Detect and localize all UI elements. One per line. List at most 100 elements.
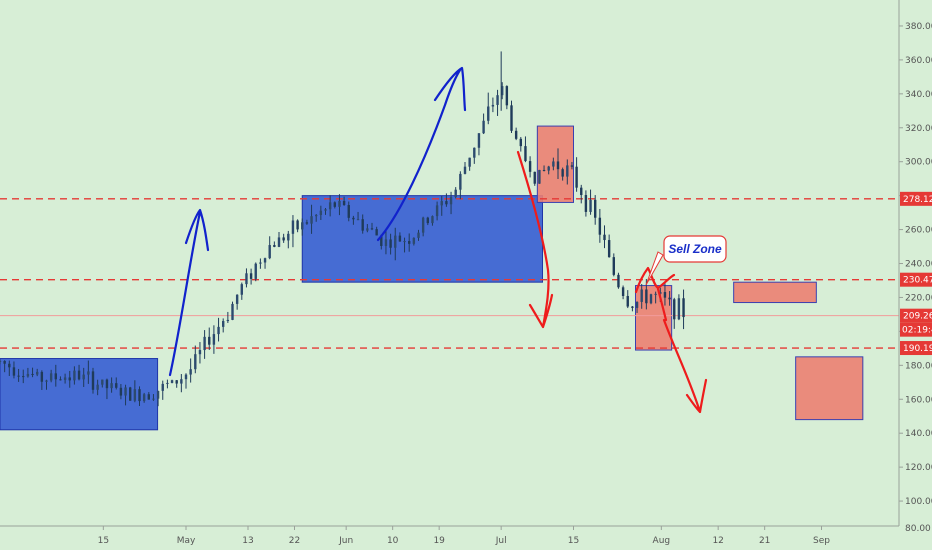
candle-body xyxy=(496,95,499,105)
y-tick-label-partial: 80.00 xyxy=(905,524,931,534)
candle-body xyxy=(607,240,611,258)
candle-body xyxy=(538,169,541,184)
candle-body xyxy=(203,336,206,351)
candle-body xyxy=(552,161,555,167)
candle-body xyxy=(105,379,109,389)
candle-body xyxy=(366,228,369,231)
x-tick-label: 10 xyxy=(387,536,399,546)
candle-body xyxy=(398,235,402,242)
candle-body xyxy=(245,273,248,285)
candle-body xyxy=(580,187,583,196)
candle-body xyxy=(189,369,192,375)
candle-body xyxy=(449,197,453,205)
candle-body xyxy=(231,303,234,320)
callout-box xyxy=(663,235,727,263)
y-tick-label: 340.00 xyxy=(905,90,932,100)
candle-body xyxy=(328,202,332,210)
blue-arrow-2 xyxy=(376,66,467,242)
candle-body xyxy=(40,371,44,382)
candle-body xyxy=(282,237,285,241)
candle-body xyxy=(528,161,532,172)
red-arrow-2b xyxy=(656,287,668,322)
candle-body xyxy=(198,350,202,355)
candle-body xyxy=(603,234,606,241)
sell-zone-callout[interactable]: Sell Zone xyxy=(645,235,727,286)
current-price-label-countdown-text: 02:19:42 xyxy=(902,326,932,336)
candle-body xyxy=(22,376,25,378)
y-tick-label: 120.00 xyxy=(905,463,932,473)
x-tick-label: 19 xyxy=(433,536,445,546)
current-price-label-text: 209.26 xyxy=(903,312,932,322)
blue-arrow-1 xyxy=(168,208,210,377)
candle-body xyxy=(505,86,509,106)
candle-body xyxy=(235,294,239,304)
candle-body xyxy=(514,130,518,139)
candle-body xyxy=(263,258,267,263)
candle-body xyxy=(161,383,164,391)
candles-layer xyxy=(0,51,685,407)
red-arrow-1 xyxy=(516,150,554,329)
candle-body xyxy=(175,380,178,384)
candle-body xyxy=(491,104,495,107)
candle-body xyxy=(380,235,383,246)
candle-body xyxy=(310,216,313,224)
candle-body xyxy=(510,105,513,131)
candle-body xyxy=(305,222,309,224)
candle-body xyxy=(217,326,220,335)
y-tick-label: 320.00 xyxy=(905,124,932,134)
y-tick-label: 240.00 xyxy=(905,260,932,270)
callout-text: Sell Zone xyxy=(668,242,722,256)
candle-body xyxy=(412,237,416,244)
candle-body xyxy=(180,379,183,384)
red-zone-4 xyxy=(733,281,817,304)
candle-body xyxy=(677,298,681,320)
candle-body xyxy=(659,292,662,294)
candle-body xyxy=(49,373,53,381)
x-tick-label: Jun xyxy=(338,536,353,546)
arrows-layer xyxy=(168,66,708,414)
candle-body xyxy=(454,189,457,198)
candle-body xyxy=(129,387,132,401)
x-tick-label: Jul xyxy=(495,536,507,546)
candle-body xyxy=(291,220,295,234)
candle-body xyxy=(240,284,243,295)
candle-body xyxy=(138,389,141,402)
candle-body xyxy=(566,165,569,177)
candle-body xyxy=(124,387,127,396)
callout-pointer xyxy=(645,251,664,286)
x-tick-label: Aug xyxy=(653,536,671,546)
red-zone-5 xyxy=(795,356,864,421)
y-tick-label: 360.00 xyxy=(905,56,932,66)
candle-body xyxy=(663,292,667,298)
candle-body xyxy=(584,195,588,212)
candle-body xyxy=(315,215,318,217)
x-tick-label: 21 xyxy=(759,536,770,546)
level-label-190.19-text: 190.19 xyxy=(903,344,932,354)
candle-body xyxy=(673,299,676,320)
current-price-label-countdown-bg xyxy=(900,322,932,337)
candle-body xyxy=(640,289,643,302)
candle-body xyxy=(63,377,67,380)
candle-body xyxy=(59,379,62,381)
candle-body xyxy=(626,295,629,307)
candle-body xyxy=(91,371,95,390)
candle-body xyxy=(542,169,546,171)
candle-body xyxy=(431,216,434,224)
candle-body xyxy=(561,169,564,177)
level-label-230.47-text: 230.47 xyxy=(903,276,932,286)
time-axis[interactable]: 15 May 13 22 Jun 10 19 Jul 15 Aug 12 21 Sep xyxy=(98,526,831,546)
candle-body xyxy=(426,217,429,224)
candle-body xyxy=(598,217,602,235)
candle-body xyxy=(473,147,476,158)
candle-body xyxy=(268,245,271,259)
x-tick-label: 13 xyxy=(242,536,253,546)
candle-body xyxy=(375,229,378,236)
candle-body xyxy=(682,298,685,318)
candle-body xyxy=(166,382,169,384)
candle-body xyxy=(645,289,648,304)
y-tick-label: 140.00 xyxy=(905,429,932,439)
candle-body xyxy=(96,384,99,390)
y-tick-label: 160.00 xyxy=(905,395,932,405)
candle-body xyxy=(333,202,336,207)
